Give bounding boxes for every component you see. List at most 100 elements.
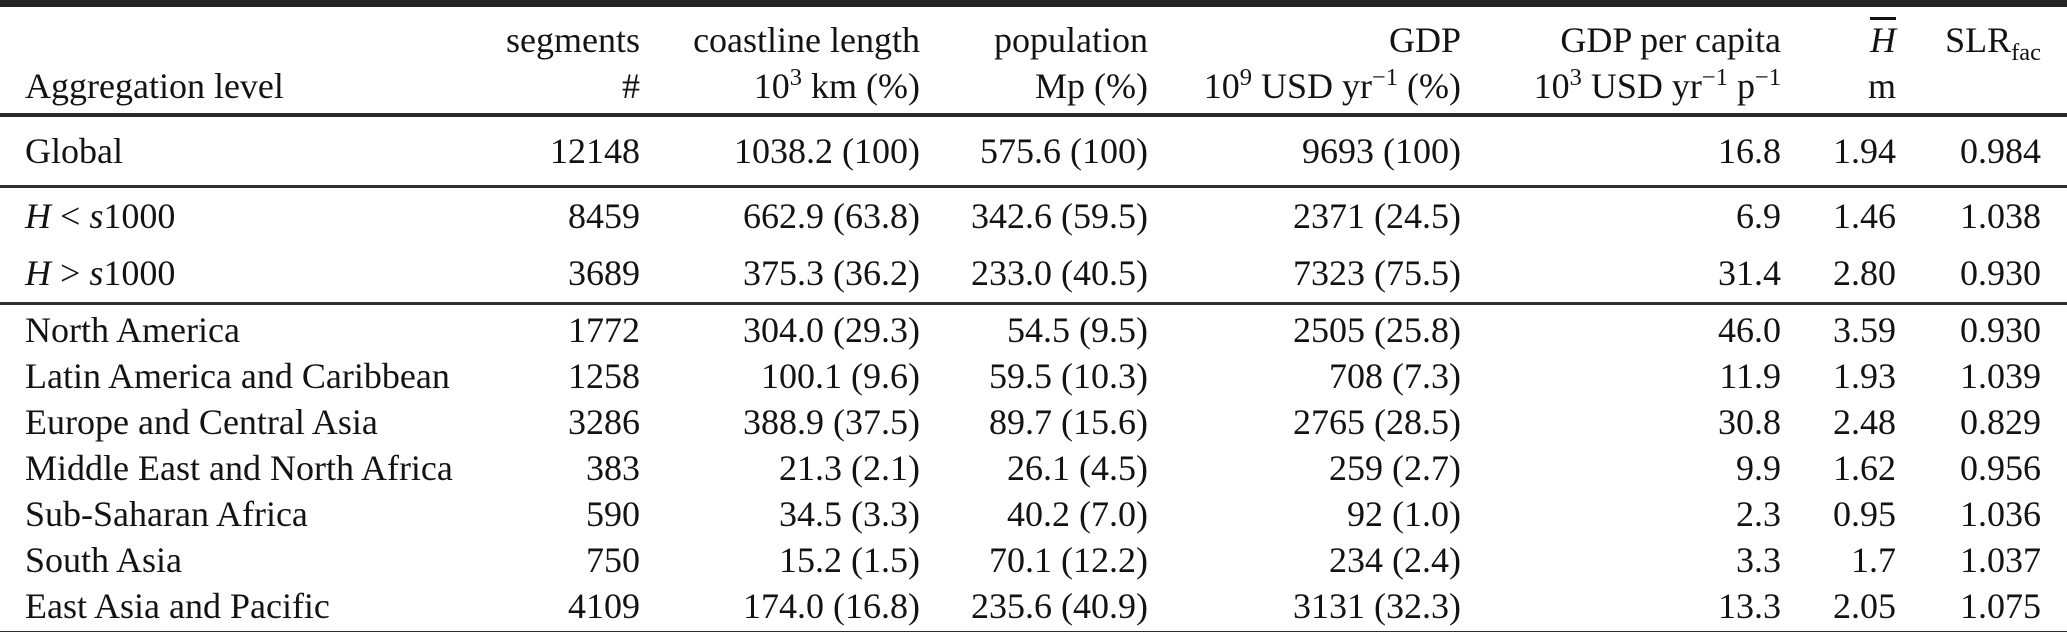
- row-label: Middle East and North Africa: [25, 448, 453, 488]
- cell-population: 575.6 (100): [980, 131, 1148, 171]
- section-global: Global 12148 1038.2 (100) 575.6 (100) 96…: [0, 115, 2067, 187]
- cell-segments: 3689: [568, 253, 640, 293]
- cell-mean-elevation: 1.46: [1833, 196, 1896, 236]
- cell-mean-elevation: 2.05: [1833, 586, 1896, 626]
- cell-mean-elevation: 1.7: [1851, 540, 1896, 580]
- cell-slr-factor: 0.956: [1960, 448, 2041, 488]
- cell-gdp-per-capita: 13.3: [1718, 586, 1781, 626]
- cell-gdp-per-capita: 31.4: [1718, 253, 1781, 293]
- cell-segments: 12148: [550, 131, 640, 171]
- section-elevation-split: H < s1000 8459 662.9 (63.8) 342.6 (59.5)…: [0, 186, 2067, 304]
- table-row: H < s1000 8459 662.9 (63.8) 342.6 (59.5)…: [0, 187, 2067, 246]
- table-row: East Asia and Pacific 4109 174.0 (16.8) …: [0, 583, 2067, 632]
- table-row: South Asia 750 15.2 (1.5) 70.1 (12.2) 23…: [0, 537, 2067, 583]
- table-row: Middle East and North Africa 383 21.3 (2…: [0, 445, 2067, 491]
- row-label: Latin America and Caribbean: [25, 356, 450, 396]
- section-regions: North America 1772 304.0 (29.3) 54.5 (9.…: [0, 303, 2067, 632]
- cell-coastline: 304.0 (29.3): [743, 310, 920, 350]
- cell-slr-factor: 1.038: [1960, 196, 2041, 236]
- cell-population: 26.1 (4.5): [1007, 448, 1148, 488]
- cell-gdp: 259 (2.7): [1329, 448, 1461, 488]
- unit-gdp: 109 USD yr−1 (%): [1203, 64, 1461, 106]
- cell-gdp-per-capita: 11.9: [1719, 356, 1781, 396]
- cell-gdp-per-capita: 3.3: [1736, 540, 1781, 580]
- cell-slr-factor: 0.930: [1960, 310, 2041, 350]
- cell-coastline: 375.3 (36.2): [743, 253, 920, 293]
- cell-gdp: 2505 (25.8): [1293, 310, 1461, 350]
- cell-mean-elevation: 3.59: [1833, 310, 1896, 350]
- header-population: population: [994, 20, 1148, 60]
- cell-gdp-per-capita: 30.8: [1718, 402, 1781, 442]
- cell-coastline: 388.9 (37.5): [743, 402, 920, 442]
- table-row: H > s1000 3689 375.3 (36.2) 233.0 (40.5)…: [0, 245, 2067, 304]
- row-label: Global: [25, 131, 123, 171]
- row-label: South Asia: [25, 540, 183, 580]
- table-row: Global 12148 1038.2 (100) 575.6 (100) 96…: [0, 115, 2067, 187]
- cell-coastline: 662.9 (63.8): [743, 196, 920, 236]
- cell-population: 40.2 (7.0): [1007, 494, 1148, 534]
- cell-slr-factor: 1.036: [1960, 494, 2041, 534]
- cell-mean-elevation: 1.62: [1833, 448, 1896, 488]
- cell-mean-elevation: 1.94: [1833, 131, 1896, 171]
- cell-slr-factor: 1.039: [1960, 356, 2041, 396]
- unit-population: Mp (%): [1035, 66, 1148, 106]
- header-segments: segments: [506, 20, 640, 60]
- cell-gdp: 3131 (32.3): [1293, 586, 1461, 626]
- unit-mean-elevation: m: [1867, 66, 1896, 106]
- header-row-names: segments coastline length population GDP…: [0, 4, 2067, 67]
- cell-gdp: 234 (2.4): [1329, 540, 1461, 580]
- table-row: Latin America and Caribbean 1258 100.1 (…: [0, 353, 2067, 399]
- cell-gdp: 92 (1.0): [1347, 494, 1461, 534]
- cell-slr-factor: 0.930: [1960, 253, 2041, 293]
- cell-population: 235.6 (40.9): [971, 586, 1148, 626]
- row-label: Sub-Saharan Africa: [25, 494, 308, 534]
- header-gdp-per-capita: GDP per capita: [1560, 20, 1781, 60]
- row-label: Europe and Central Asia: [25, 402, 378, 442]
- cell-mean-elevation: 1.93: [1833, 356, 1896, 396]
- cell-segments: 1772: [568, 310, 640, 350]
- cell-coastline: 1038.2 (100): [734, 131, 920, 171]
- cell-slr-factor: 0.829: [1960, 402, 2041, 442]
- header-coastline-length: coastline length: [693, 20, 920, 60]
- cell-population: 89.7 (15.6): [989, 402, 1148, 442]
- cell-mean-elevation: 0.95: [1833, 494, 1896, 534]
- row-label: H > s1000: [25, 253, 176, 293]
- cell-mean-elevation: 2.48: [1833, 402, 1896, 442]
- unit-segments: #: [622, 66, 640, 106]
- header-spacer: [0, 4, 470, 64]
- cell-population: 54.5 (9.5): [1007, 310, 1148, 350]
- cell-segments: 383: [586, 448, 640, 488]
- cell-population: 233.0 (40.5): [971, 253, 1148, 293]
- row-label: East Asia and Pacific: [25, 586, 330, 626]
- cell-gdp-per-capita: 9.9: [1736, 448, 1781, 488]
- cell-segments: 8459: [568, 196, 640, 236]
- cell-mean-elevation: 2.80: [1833, 253, 1896, 293]
- table-row: Sub-Saharan Africa 590 34.5 (3.3) 40.2 (…: [0, 491, 2067, 537]
- cell-gdp: 2765 (28.5): [1293, 402, 1461, 442]
- table-header: segments coastline length population GDP…: [0, 4, 2067, 115]
- header-aggregation-level: Aggregation level: [25, 66, 284, 106]
- cell-coastline: 34.5 (3.3): [779, 494, 920, 534]
- cell-segments: 3286: [568, 402, 640, 442]
- row-label: North America: [25, 310, 240, 350]
- cell-gdp-per-capita: 2.3: [1736, 494, 1781, 534]
- cell-slr-factor: 1.075: [1960, 586, 2041, 626]
- cell-gdp-per-capita: 16.8: [1718, 131, 1781, 171]
- cell-gdp-per-capita: 6.9: [1736, 196, 1781, 236]
- cell-segments: 750: [586, 540, 640, 580]
- cell-coastline: 15.2 (1.5): [779, 540, 920, 580]
- cell-slr-factor: 0.984: [1960, 131, 2041, 171]
- cell-population: 70.1 (12.2): [989, 540, 1148, 580]
- cell-population: 342.6 (59.5): [971, 196, 1148, 236]
- cell-segments: 4109: [568, 586, 640, 626]
- header-slr-factor: SLRfac: [1945, 20, 2041, 67]
- cell-gdp-per-capita: 46.0: [1718, 310, 1781, 350]
- unit-slr-factor: [1896, 63, 2067, 115]
- cell-coastline: 21.3 (2.1): [779, 448, 920, 488]
- cell-gdp: 2371 (24.5): [1293, 196, 1461, 236]
- cell-segments: 1258: [568, 356, 640, 396]
- cell-segments: 590: [586, 494, 640, 534]
- unit-gdp-per-capita: 103 USD yr−1 p−1: [1533, 64, 1781, 106]
